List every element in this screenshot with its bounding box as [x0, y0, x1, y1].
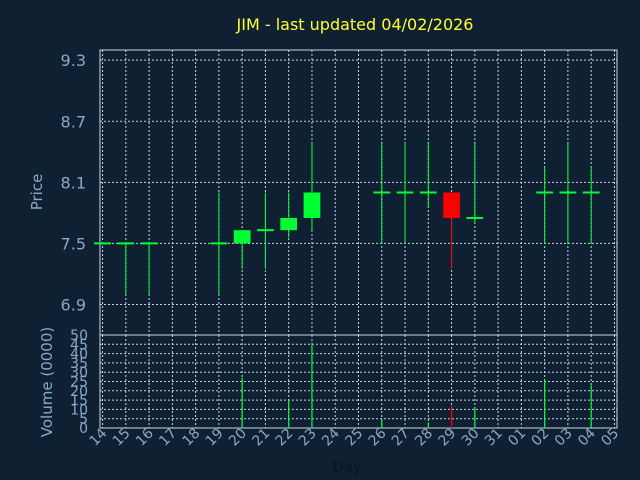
price-y-tick-label: 7.5 — [61, 234, 86, 253]
candle-body — [560, 192, 577, 194]
candle-body — [141, 242, 158, 244]
x-tick-label: 28 — [412, 426, 436, 450]
price-y-tick-label: 8.7 — [61, 112, 86, 131]
candle — [94, 242, 111, 244]
candle-body — [373, 192, 390, 194]
price-axis-label: Price — [28, 174, 46, 211]
candle — [397, 142, 414, 244]
candle-body — [211, 242, 228, 244]
price-y-tick-label: 8.1 — [61, 173, 86, 192]
candle — [234, 230, 251, 269]
x-tick-label: 23 — [296, 426, 320, 450]
x-tick-label: 04 — [575, 425, 599, 449]
candle-body — [583, 192, 600, 194]
x-tick-label: 21 — [249, 426, 273, 450]
candlestick-series — [94, 142, 599, 295]
x-tick-label: 27 — [389, 426, 413, 450]
candle-body — [443, 193, 460, 218]
candle — [583, 167, 600, 243]
x-tick-label: 22 — [273, 426, 297, 450]
candle-body — [280, 218, 297, 230]
x-tick-label: 14 — [86, 425, 110, 449]
candle-body — [466, 217, 483, 219]
x-tick-label: 31 — [482, 426, 506, 450]
x-tick-label: 02 — [529, 426, 553, 450]
candle — [211, 193, 228, 295]
candle-body — [234, 230, 251, 243]
volume-series — [242, 342, 591, 428]
volume-grid — [100, 335, 617, 428]
volume-axis-label: Volume (0000) — [38, 327, 56, 437]
candle-body — [536, 192, 553, 194]
x-tick-label: 18 — [180, 426, 204, 450]
chart-title: JIM - last updated 04/02/2026 — [236, 15, 474, 34]
x-tick-label: 03 — [552, 426, 576, 450]
candle — [420, 142, 437, 208]
x-tick-label: 30 — [459, 426, 483, 450]
candle-body — [117, 242, 134, 244]
x-tick-label: 19 — [203, 426, 227, 450]
price-y-ticks: 9.3 8.7 8.1 7.5 6.9 — [61, 51, 86, 314]
x-tick-label: 17 — [156, 426, 180, 450]
price-y-tick-label: 9.3 — [61, 51, 86, 70]
candle — [373, 142, 390, 244]
candle — [443, 193, 460, 269]
x-tick-label: 24 — [319, 425, 343, 449]
candle — [117, 242, 134, 294]
x-tick-label: 20 — [226, 426, 250, 450]
candle-body — [94, 242, 111, 244]
x-tick-label: 05 — [598, 426, 622, 450]
x-axis-label: Day — [332, 458, 362, 476]
x-ticks: 14 15 16 17 18 19 20 21 22 23 24 25 26 27 28 29 30 31 01 02… — [86, 425, 622, 449]
x-tick-label: 16 — [133, 425, 157, 449]
candle-body — [420, 192, 437, 194]
candle-body — [397, 192, 414, 194]
x-tick-label: 01 — [505, 426, 529, 450]
candle — [141, 242, 158, 294]
x-tick-label: 25 — [342, 426, 366, 450]
candle-body — [304, 193, 321, 218]
x-tick-label: 26 — [366, 425, 390, 449]
candle — [280, 193, 297, 238]
candle — [536, 167, 553, 243]
price-y-tick-label: 6.9 — [61, 295, 86, 314]
volume-y-tick-label: 0 — [79, 421, 88, 437]
candle — [560, 142, 577, 244]
x-tick-label: 15 — [110, 426, 134, 450]
x-tick-label: 29 — [435, 426, 459, 450]
candle — [304, 142, 321, 231]
candle-body — [257, 229, 274, 231]
candle — [257, 193, 274, 269]
